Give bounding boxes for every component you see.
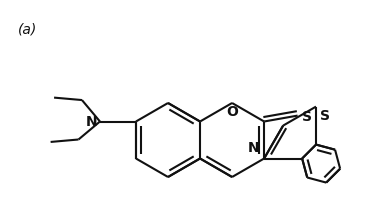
Text: N: N <box>85 114 97 128</box>
Text: (a): (a) <box>18 22 37 36</box>
Text: S: S <box>320 108 330 123</box>
Text: S: S <box>302 110 312 124</box>
Text: N: N <box>248 141 259 156</box>
Text: O: O <box>226 105 238 119</box>
